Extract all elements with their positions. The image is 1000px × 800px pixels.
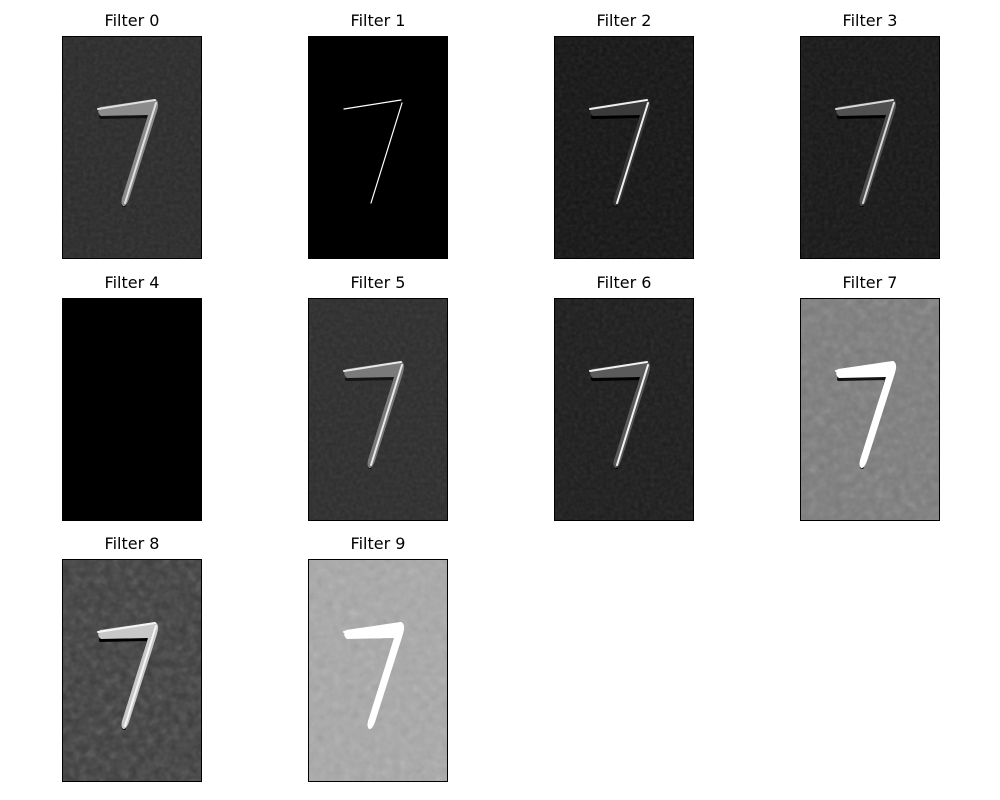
filter-image-0 [62,36,202,259]
filter-svg-6 [555,299,693,520]
filter-svg-9 [309,560,447,781]
filter-image-5 [308,298,448,521]
filter-image-7 [800,298,940,521]
filter-svg-0 [63,37,201,258]
filter-title-4: Filter 4 [104,273,160,292]
filter-title-7: Filter 7 [842,273,898,292]
filter-title-1: Filter 1 [350,11,406,30]
digit-seven-6 [590,361,651,469]
digit-edge-5 [343,361,403,466]
filter-image-2 [554,36,694,259]
filter-title-8: Filter 8 [104,534,160,553]
filter-texture-7 [801,299,939,520]
filter-svg-7 [801,299,939,520]
digit-seven-8 [98,622,159,730]
filter-svg-1 [309,37,447,258]
filter-title-5: Filter 5 [350,273,406,292]
filter-title-3: Filter 3 [842,11,898,30]
digit-edge-0 [97,99,157,204]
filter-texture-8 [63,560,201,781]
digit-edge-3 [835,99,895,204]
digit-edge-6 [589,361,649,466]
digit-edge-1 [343,99,403,204]
filter-image-9 [308,559,448,782]
filter-title-2: Filter 2 [596,11,652,30]
filter-svg-2 [555,37,693,258]
filter-texture-5 [309,299,447,520]
digit-seven-9 [344,622,405,730]
digit-edge-7 [835,361,895,466]
digit-edge-9 [343,622,403,727]
filter-texture-6 [555,299,693,520]
filter-texture-2 [555,37,693,258]
filter-image-8 [62,559,202,782]
filter-svg-3 [801,37,939,258]
filter-background-4 [63,299,201,520]
filter-background-1 [309,37,447,258]
filter-svg-5 [309,299,447,520]
filter-texture-0 [63,37,201,258]
filter-title-9: Filter 9 [350,534,406,553]
filter-texture-9 [309,560,447,781]
filter-image-3 [800,36,940,259]
filter-title-0: Filter 0 [104,11,160,30]
filter-image-6 [554,298,694,521]
digit-seven-5 [344,361,405,469]
digit-seven-2 [590,99,651,207]
digit-seven-7 [836,361,897,469]
digit-seven-3 [836,99,897,207]
filter-image-1 [308,36,448,259]
filter-svg-8 [63,560,201,781]
digit-edge-2 [589,99,649,204]
filter-title-6: Filter 6 [596,273,652,292]
digit-edge-8 [97,622,157,727]
filter-image-4 [62,298,202,521]
filter-svg-4 [63,299,201,520]
digit-seven-0 [98,99,159,207]
filter-texture-3 [801,37,939,258]
